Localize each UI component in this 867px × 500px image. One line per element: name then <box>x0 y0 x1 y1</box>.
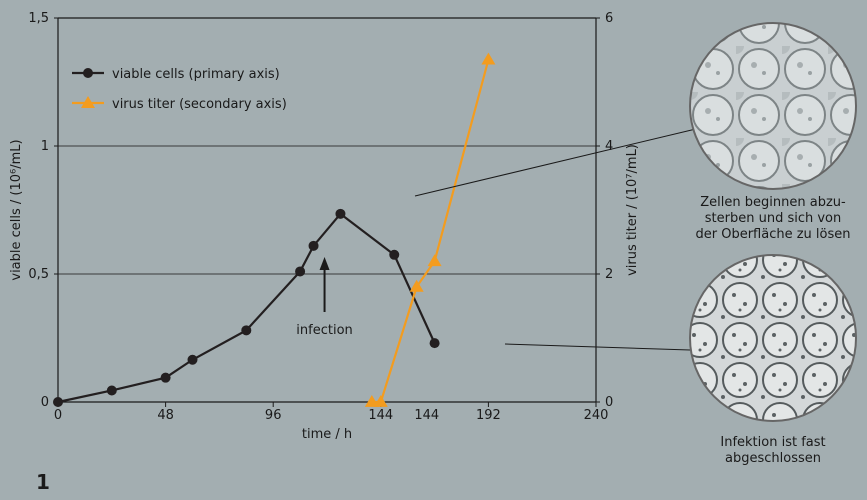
y2-tick-label: 4 <box>605 139 613 154</box>
x-tick-label-secondary: 144 <box>414 408 439 423</box>
data-point-cells <box>160 372 171 383</box>
legend-label-1: virus titer (secondary axis) <box>112 97 287 112</box>
x-axis-title: time / h <box>302 427 352 442</box>
legend-marker-1 <box>81 96 95 108</box>
x-tick-label: 192 <box>476 408 501 423</box>
data-point-cells <box>241 325 252 336</box>
infection-label: infection <box>296 323 352 338</box>
data-point-cells <box>389 249 400 260</box>
x-tick-label: 240 <box>584 408 609 423</box>
leader-line-1 <box>414 127 701 197</box>
figure-number: 1 <box>36 470 50 494</box>
series <box>53 52 496 407</box>
legend-marker-0 <box>83 68 93 78</box>
annotations: infection <box>296 127 701 351</box>
y-tick-label: 0 <box>41 395 49 410</box>
data-point-titer <box>373 395 388 407</box>
series-line-1 <box>371 59 490 404</box>
image-caption-2: Infektion ist fast abgeschlossen <box>720 435 826 466</box>
legend-label-0: viable cells (primary axis) <box>112 67 280 82</box>
x-tick-label: 0 <box>54 408 62 423</box>
data-point-titer <box>364 395 379 407</box>
y2-tick-label: 2 <box>605 267 613 282</box>
axes: 0 48 96 144 192 240 144 0 0,5 1 1,5 0 2 4 6 time / h via… <box>9 11 640 442</box>
y-axis-secondary-title: virus titer / (10⁷/mL) <box>625 144 640 276</box>
data-point-cells <box>295 266 306 277</box>
legend: viable cells (primary axis) virus titer (… <box>72 67 287 112</box>
micrograph-infection-complete <box>689 254 857 422</box>
data-point-cells <box>106 385 117 396</box>
data-point-titer <box>409 279 424 292</box>
data-point-cells <box>429 338 440 349</box>
infection-arrowhead <box>319 257 330 270</box>
data-point-titer <box>427 254 442 267</box>
series-line-0 <box>57 212 436 404</box>
data-point-cells <box>335 208 346 219</box>
data-point-cells <box>53 397 63 407</box>
x-tick-label: 144 <box>368 408 393 423</box>
image-caption-1: Zellen beginnen abzu- sterben und sich v… <box>695 195 851 242</box>
y2-tick-label: 0 <box>605 395 613 410</box>
micrograph-images <box>689 22 857 422</box>
y-tick-label: 1,5 <box>28 11 49 26</box>
leader-line-2 <box>504 343 691 351</box>
y-axis-primary-title: viable cells / (10⁶/mL) <box>9 139 24 280</box>
data-point-cells <box>308 240 319 251</box>
y-tick-label: 1 <box>41 139 49 154</box>
grid-lines <box>58 145 596 275</box>
data-point-titer <box>481 52 496 65</box>
x-tick-label: 96 <box>265 408 282 423</box>
micrograph-cells-detaching <box>689 22 857 190</box>
y-tick-label: 0,5 <box>28 267 49 282</box>
x-tick-label: 48 <box>157 408 174 423</box>
data-point-cells <box>187 354 198 365</box>
y2-tick-label: 6 <box>605 11 613 26</box>
